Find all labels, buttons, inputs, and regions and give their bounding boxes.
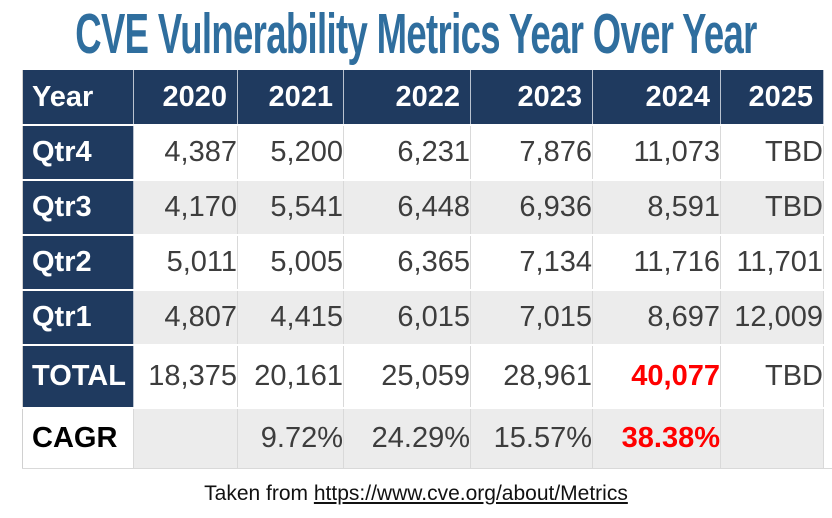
cell-total-2022: 25,059 [343,345,471,409]
row-label-qtr3: Qtr3 [22,180,134,236]
cell-qtr1-2024: 8,697 [592,290,721,346]
cell-qtr2-2022: 6,365 [343,235,471,291]
cell-spacer [823,345,832,409]
cell-qtr2-2023: 7,134 [470,235,593,291]
source-link[interactable]: https://www.cve.org/about/Metrics [313,481,628,505]
col-header-2022: 2022 [343,70,471,126]
cell-spacer [823,125,832,181]
cell-cagr-2022: 24.29% [343,407,471,469]
cell-qtr1-2025: 12,009 [720,290,824,346]
table-header-row: Year 2020 2021 2022 2023 2024 2025 [22,70,832,126]
source-caption-prefix: Taken from [204,481,314,505]
cve-metrics-table: Year 2020 2021 2022 2023 2024 2025 Qtr4 … [22,70,832,469]
cell-spacer [823,407,832,469]
cell-total-2025: TBD [720,345,824,409]
cell-cagr-2024-highlight: 38.38% [592,407,721,469]
table-row-total: TOTAL 18,375 20,161 25,059 28,961 40,077… [22,345,832,409]
cell-spacer [823,235,832,291]
row-label-total: TOTAL [22,345,134,409]
cell-qtr3-2020: 4,170 [133,180,238,236]
cell-qtr2-2020: 5,011 [133,235,238,291]
cell-qtr4-2021: 5,200 [237,125,344,181]
col-header-2020: 2020 [133,70,238,126]
cell-qtr2-2021: 5,005 [237,235,344,291]
cell-qtr4-2023: 7,876 [470,125,593,181]
col-header-2024: 2024 [592,70,721,126]
cell-total-2024-highlight: 40,077 [592,345,721,409]
cell-qtr2-2025: 11,701 [720,235,824,291]
table-row-qtr1: Qtr1 4,807 4,415 6,015 7,015 8,697 12,00… [22,290,832,346]
cell-qtr1-2020: 4,807 [133,290,238,346]
row-label-qtr2: Qtr2 [22,235,134,291]
cell-cagr-2020 [133,407,238,469]
cell-total-2023: 28,961 [470,345,593,409]
cell-qtr3-2023: 6,936 [470,180,593,236]
cell-total-2020: 18,375 [133,345,238,409]
cell-qtr2-2024: 11,716 [592,235,721,291]
source-caption: Taken from https://www.cve.org/about/Met… [0,482,832,506]
page-title: CVE Vulnerability Metrics Year Over Year [0,0,832,70]
cell-qtr4-2024: 11,073 [592,125,721,181]
cell-cagr-2023: 15.57% [470,407,593,469]
col-header-2025: 2025 [720,70,824,126]
cell-qtr4-2025: TBD [720,125,824,181]
cell-spacer [823,290,832,346]
cell-cagr-2025 [720,407,824,469]
row-label-qtr4: Qtr4 [22,125,134,181]
col-header-year: Year [22,70,134,126]
cell-total-2021: 20,161 [237,345,344,409]
cell-spacer [823,180,832,236]
cell-qtr4-2020: 4,387 [133,125,238,181]
table-row-qtr3: Qtr3 4,170 5,541 6,448 6,936 8,591 TBD [22,180,832,236]
cell-qtr4-2022: 6,231 [343,125,471,181]
table-row-qtr4: Qtr4 4,387 5,200 6,231 7,876 11,073 TBD [22,125,832,181]
col-header-spacer [823,70,832,126]
row-label-cagr: CAGR [22,407,134,469]
table-row-cagr: CAGR 9.72% 24.29% 15.57% 38.38% [22,407,832,469]
cell-qtr1-2023: 7,015 [470,290,593,346]
page-title-text: CVE Vulnerability Metrics Year Over Year [75,2,757,66]
cell-qtr3-2024: 8,591 [592,180,721,236]
row-label-qtr1: Qtr1 [22,290,134,346]
cell-qtr3-2022: 6,448 [343,180,471,236]
col-header-2023: 2023 [470,70,593,126]
table-row-qtr2: Qtr2 5,011 5,005 6,365 7,134 11,716 11,7… [22,235,832,291]
cell-qtr3-2021: 5,541 [237,180,344,236]
cell-qtr1-2021: 4,415 [237,290,344,346]
cell-qtr1-2022: 6,015 [343,290,471,346]
cell-cagr-2021: 9.72% [237,407,344,469]
col-header-2021: 2021 [237,70,344,126]
cell-qtr3-2025: TBD [720,180,824,236]
